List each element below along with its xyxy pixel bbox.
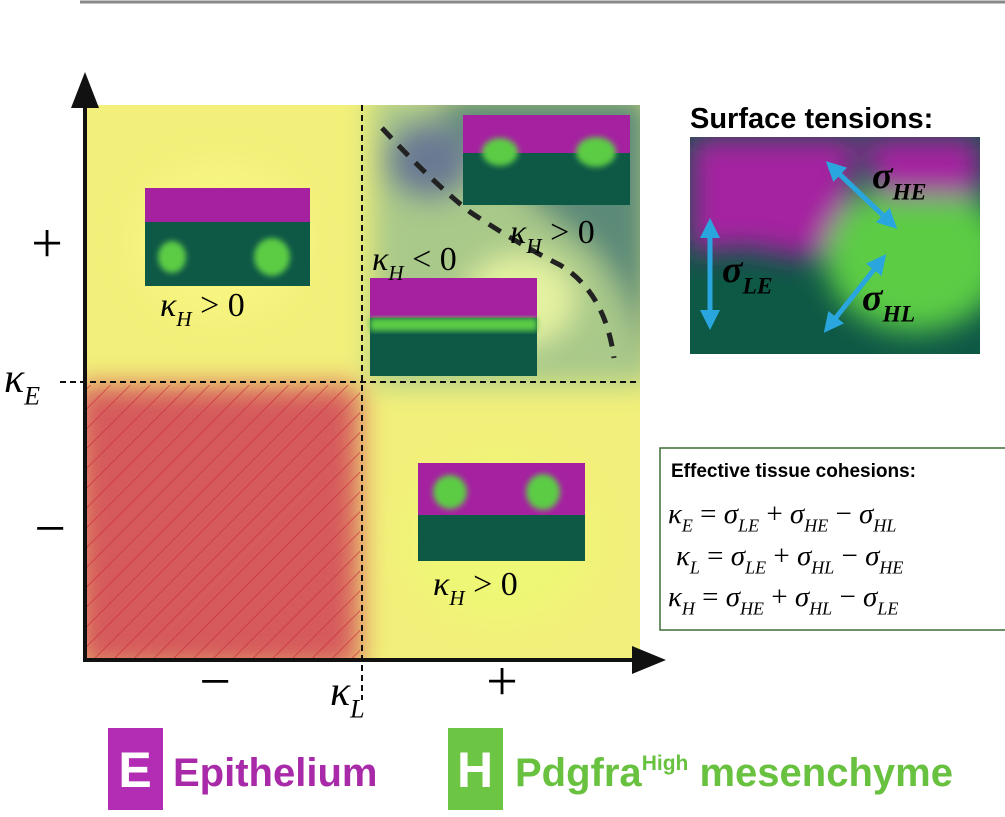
tension-label: σHE — [872, 155, 927, 205]
math-subscript: HE — [878, 558, 903, 578]
math-operator: = — [695, 581, 726, 613]
math-symbol: κ — [668, 581, 683, 613]
math-subscript: HL — [808, 599, 832, 619]
math-symbol: σ — [863, 581, 879, 613]
legend-swatch — [108, 728, 163, 810]
math-subscript: H — [681, 599, 696, 619]
math-operator: − — [834, 540, 865, 572]
region-label: κH > 0 — [160, 287, 245, 331]
y-minus: − — [34, 498, 66, 560]
math-symbol: κ — [676, 540, 691, 572]
inset-bottom-right — [418, 463, 585, 561]
math-subscript: H — [448, 586, 466, 610]
region-label: κH > 0 — [433, 566, 518, 610]
math-symbol: κ — [510, 214, 527, 251]
math-operator: + — [759, 498, 790, 530]
math-subscript: E — [23, 382, 40, 411]
math-symbol: κ — [330, 669, 351, 715]
x-axis-label: κL — [330, 669, 365, 724]
math-subscript: E — [681, 516, 693, 536]
math-subscript: L — [689, 558, 700, 578]
legend-label: PdgfraHigh mesenchyme — [515, 751, 953, 795]
math-symbol: κ — [433, 566, 450, 603]
tension-label: σHL — [862, 277, 915, 327]
x-minus: − — [199, 651, 231, 713]
math-symbol: κ — [372, 241, 389, 278]
math-symbol: σ — [790, 498, 806, 530]
math-operator: + — [764, 581, 795, 613]
math-operator: = — [700, 540, 731, 572]
math-operator: + — [766, 540, 797, 572]
math-subscript: H — [175, 307, 193, 331]
y-axis-arrow — [71, 72, 99, 108]
cohesion-equation: κL = σLE + σHL − σHE — [676, 540, 903, 578]
math-symbol: σ — [797, 540, 813, 572]
math-symbol: σ — [872, 155, 894, 197]
math-subscript: LE — [876, 599, 898, 619]
y-plus: + — [31, 213, 63, 275]
math-symbol: κ — [4, 356, 25, 402]
inset-top-right — [463, 115, 630, 205]
math-symbol: σ — [724, 498, 740, 530]
math-subscript: LE — [737, 516, 759, 536]
math-symbol: κ — [160, 287, 177, 324]
inset-top-left — [145, 188, 310, 286]
math-symbol: σ — [731, 540, 747, 572]
legend-letter: E — [118, 742, 151, 798]
legend-text: mesenchyme — [688, 751, 953, 795]
region-label: κH > 0 — [510, 214, 595, 258]
legend-text: Pdgfra — [515, 751, 642, 795]
math-symbol: σ — [859, 498, 875, 530]
math-subscript: HE — [739, 599, 764, 619]
math-operator: − — [832, 581, 863, 613]
surface-tension-image — [690, 137, 980, 354]
math-subscript: HL — [881, 301, 915, 327]
cohesions-box — [659, 447, 1005, 631]
math-subscript: HE — [803, 516, 828, 536]
legend-letter: H — [457, 742, 493, 798]
math-symbol: σ — [795, 581, 811, 613]
math-subscript: LE — [744, 558, 766, 578]
x-axis-arrow — [632, 646, 666, 674]
inset-middle — [370, 278, 537, 376]
legend-superscript: High — [642, 752, 689, 775]
math-operator: > 0 — [465, 566, 518, 603]
math-symbol: σ — [722, 249, 744, 291]
math-subscript: HE — [891, 179, 926, 205]
math-symbol: σ — [865, 540, 881, 572]
y-axis-label: κE — [4, 356, 40, 411]
tension-label: σLE — [722, 249, 773, 299]
math-operator: > 0 — [542, 214, 595, 251]
legend-swatch — [448, 728, 503, 810]
x-plus: + — [486, 651, 518, 713]
math-subscript: LE — [741, 273, 772, 299]
legend-label: Epithelium — [173, 751, 377, 795]
cohesions-title: Effective tissue cohesions: — [671, 461, 916, 482]
cohesion-equation: κE = σLE + σHE − σHL — [668, 498, 896, 536]
math-symbol: σ — [726, 581, 742, 613]
math-subscript: H — [525, 234, 543, 258]
math-subscript: H — [387, 261, 405, 285]
math-subscript: HL — [810, 558, 834, 578]
math-operator: − — [828, 498, 859, 530]
surface-tensions-title: Surface tensions: — [690, 103, 933, 135]
cohesion-equation: κH = σHE + σHL − σLE — [668, 581, 898, 619]
math-symbol: σ — [862, 277, 884, 319]
math-symbol: κ — [668, 498, 683, 530]
math-operator: < 0 — [404, 241, 457, 278]
region-label: κH < 0 — [372, 241, 457, 285]
kappa-h-boundary — [380, 126, 617, 359]
math-subscript: HL — [872, 516, 896, 536]
math-operator: = — [693, 498, 724, 530]
math-operator: > 0 — [192, 287, 245, 324]
math-subscript: L — [349, 695, 364, 724]
